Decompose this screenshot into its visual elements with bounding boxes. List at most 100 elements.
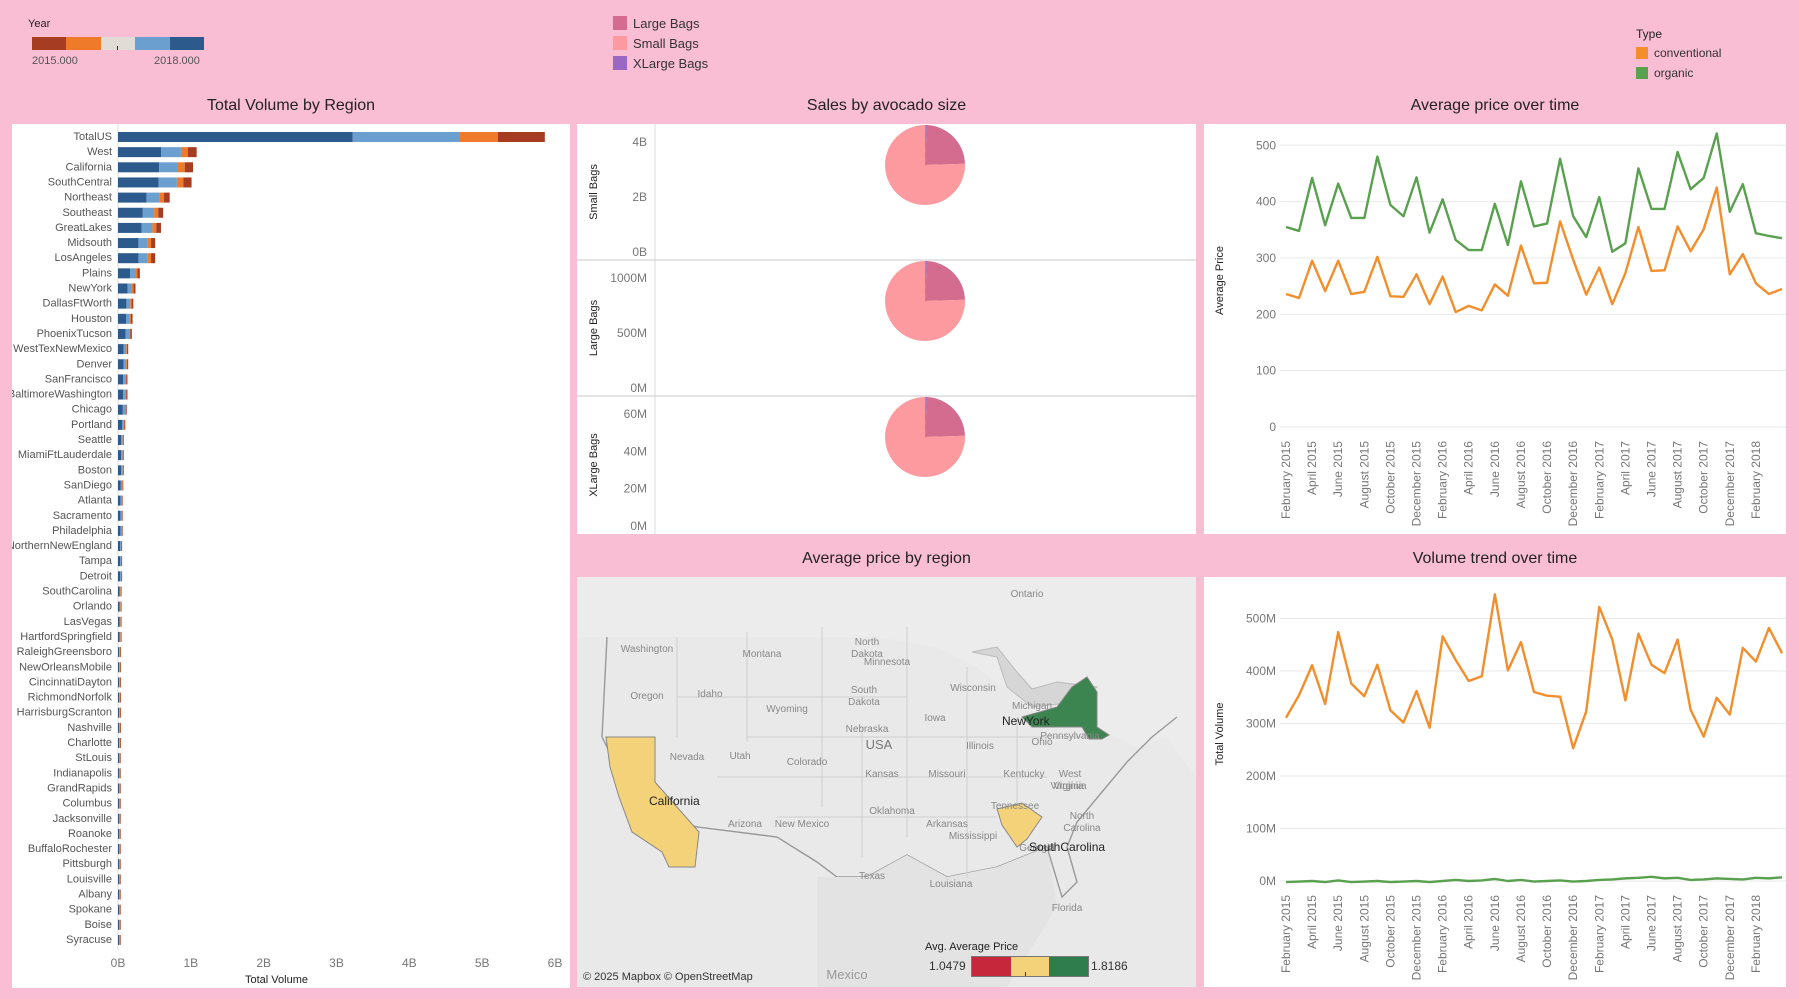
region-bar-seg-2016[interactable] [126,298,131,309]
region-bar-seg-2018[interactable] [120,738,122,748]
region-bar-seg-2016[interactable] [141,222,153,233]
region-bar-seg-2015[interactable] [118,556,121,567]
region-bar-seg-2015[interactable] [118,495,121,506]
region-bar-seg-2015[interactable] [118,480,121,491]
legend-organic[interactable]: organic [1636,63,1721,83]
region-bar-seg-2016[interactable] [126,313,130,324]
region-bar-seg-2017[interactable] [119,692,121,703]
region-bar-seg-2015[interactable] [118,874,119,885]
price-line-chart[interactable]: 0 100 200 300 400 500 Average Price February 20… [1204,124,1788,534]
region-bar-seg-2015[interactable] [118,313,127,324]
region-bar-seg-2018[interactable] [121,556,123,567]
region-bar-seg-2017[interactable] [119,874,121,885]
region-bar-seg-2015[interactable] [118,510,121,521]
region-bar-seg-2016[interactable] [138,253,148,264]
region-bar-seg-2017[interactable] [124,404,126,415]
region-bar-seg-2015[interactable] [118,586,120,597]
region-bar-seg-2017[interactable] [119,677,121,688]
region-bar-seg-2015[interactable] [118,192,147,203]
region-bar-seg-2015[interactable] [118,238,139,249]
region-bar-seg-2015[interactable] [118,344,124,355]
pie-slice-large-bags[interactable] [925,261,965,301]
line-organic[interactable] [1285,132,1783,253]
region-bar-seg-2015[interactable] [118,525,121,536]
map-panel[interactable]: Ontario Washington Montana North Dakota Minne… [577,577,1196,987]
region-bar-seg-2017[interactable] [121,525,123,536]
region-bar-seg-2017[interactable] [122,435,124,445]
size-pie-chart[interactable]: 4B 2B 0B Small Bags 1000M 500M 0M Large Bags 60M… [577,124,1196,534]
region-bar-seg-2016[interactable] [119,904,120,915]
region-bar-seg-2017[interactable] [120,616,121,627]
region-bar-seg-2016[interactable] [119,753,120,764]
region-bar-seg-2017[interactable] [159,192,165,203]
region-bar-seg-2015[interactable] [118,904,119,915]
region-bar-seg-2018[interactable] [120,798,121,809]
region-bar-seg-2018[interactable] [124,419,126,430]
region-bar-seg-2016[interactable] [119,828,120,839]
region-bar-seg-2017[interactable] [119,798,121,809]
region-bar-seg-2016[interactable] [161,147,181,158]
legend-large-bags[interactable]: Large Bags [613,13,708,33]
region-bar-seg-2018[interactable] [121,571,123,582]
region-bar-seg-2017[interactable] [120,556,122,567]
region-bar-seg-2018[interactable] [122,525,123,536]
region-bar-seg-2015[interactable] [118,828,119,839]
region-bar-seg-2017[interactable] [147,253,152,264]
region-bar-seg-2015[interactable] [118,222,142,233]
region-bar-seg-2017[interactable] [178,162,185,173]
region-bar-seg-2015[interactable] [118,722,120,733]
region-bar-seg-2017[interactable] [123,419,125,430]
region-bar-seg-2016[interactable] [127,283,132,294]
region-bar-seg-2016[interactable] [159,162,179,173]
region-bar-seg-2018[interactable] [133,283,136,294]
line-conventional[interactable] [1284,593,1784,750]
region-bar-seg-2016[interactable] [119,662,120,673]
region-bar-seg-2016[interactable] [119,677,120,688]
region-bar-seg-2016[interactable] [119,889,120,900]
region-bar-seg-2015[interactable] [118,798,119,809]
region-bar-seg-2015[interactable] [118,631,120,642]
region-bar-seg-2015[interactable] [118,813,119,824]
region-bar-seg-2016[interactable] [119,919,120,930]
region-bar-seg-2018[interactable] [120,919,121,930]
region-bar-seg-2017[interactable] [122,465,124,476]
region-bar-seg-2016[interactable] [121,465,123,476]
region-bar-seg-2018[interactable] [120,768,121,779]
region-bar-seg-2018[interactable] [127,359,129,370]
region-bar-seg-2015[interactable] [118,889,119,900]
region-bar-seg-2015[interactable] [118,647,120,658]
region-bar-seg-2015[interactable] [118,571,121,582]
region-bar-seg-2017[interactable] [120,601,121,612]
region-bar-seg-2018[interactable] [158,207,164,218]
region-bar-seg-2017[interactable] [129,328,131,339]
region-bar-seg-2016[interactable] [119,813,120,824]
region-bar-seg-2016[interactable] [120,556,121,567]
region-bar-seg-2018[interactable] [120,616,122,627]
region-bar-seg-2018[interactable] [125,404,127,415]
region-bar-seg-2016[interactable] [119,844,120,855]
region-bar-seg-2016[interactable] [121,450,123,461]
region-bar-seg-2017[interactable] [119,889,121,900]
region-bar-seg-2018[interactable] [122,480,124,491]
region-bar-chart[interactable]: TotalUS West California SouthCentral Northea… [7,124,570,988]
region-bar-seg-2015[interactable] [118,753,119,764]
region-bar-seg-2016[interactable] [142,207,155,218]
region-bar-seg-2018[interactable] [122,495,123,506]
region-bar-seg-2017[interactable] [147,238,152,249]
region-bar-seg-2017[interactable] [119,859,121,870]
region-bar-seg-2018[interactable] [120,707,122,718]
region-bar-seg-2017[interactable] [120,586,121,597]
state-newyork[interactable] [1021,676,1110,740]
region-bar-seg-2017[interactable] [126,344,128,355]
region-bar-seg-2015[interactable] [118,844,119,855]
region-bar-seg-2015[interactable] [118,450,122,461]
region-bar-seg-2018[interactable] [120,722,122,733]
region-bar-seg-2015[interactable] [118,404,123,415]
region-bar-seg-2017[interactable] [121,510,123,521]
region-bar-seg-2017[interactable] [119,768,121,779]
region-bar-seg-2017[interactable] [119,813,121,824]
region-bar-seg-2016[interactable] [121,435,123,445]
region-bar-seg-2016[interactable] [123,389,126,400]
region-bar-seg-2015[interactable] [118,859,119,870]
region-bar-seg-2015[interactable] [118,177,159,188]
